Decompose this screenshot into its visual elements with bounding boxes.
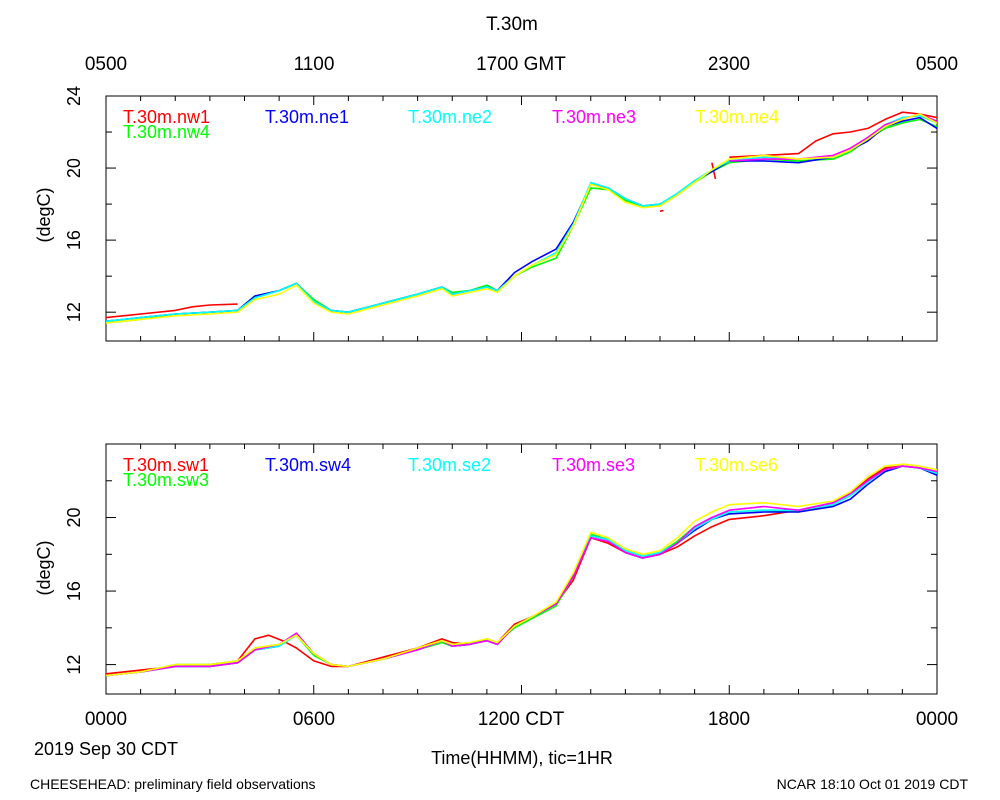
panel-south: 12 16 20 T.30m.sw1 T.30m.sw4 T.30m.se2 T.30m.s… [64,443,938,695]
series-line-T-30m-se6 [106,463,937,677]
series-line-T-30m-se2 [106,465,937,677]
gmt-tick-label: 2300 [708,54,750,75]
gmt-tick-label: 1100 [294,54,335,75]
y-tick-label: 12 [64,655,84,675]
date-label: 2019 Sep 30 CDT [34,739,178,759]
legend-entry: T.30m.sw3 [123,470,209,490]
legend-entry: T.30m.ne3 [552,107,636,127]
y-tick-label: 12 [64,302,84,322]
legend-entry: T.30m.nw4 [123,122,210,142]
series-line-T-30m-ne4 [106,113,937,324]
cdt-tick-label: 0000 [916,709,958,730]
gmt-axis-labels: 0500 1100 1700 GMT 2300 0500 [85,54,958,75]
legend-entry: T.30m.se2 [408,455,491,475]
legend-entry: T.30m.ne4 [695,107,779,127]
series-line-T-30m-sw1 [106,465,937,675]
legend-entry: T.30m.nw1 [123,107,210,127]
series-line-T-30m-sw3 [106,465,937,677]
series-line-T-30m-nw1 [106,303,238,319]
cdt-tick-label: 0000 [85,709,127,730]
legend-entry: T.30m.se3 [552,455,635,475]
panel-north: 12 16 20 24 T.30m.nw1 T.30m.ne1 T.30m.ne2 T.30m… [64,86,938,342]
series-line-T-30m-se3 [106,465,937,677]
legend-entry: T.30m.ne1 [265,107,349,127]
series-line-T-30m-sw4 [106,465,937,677]
cdt-axis-labels: 0000 0600 1200 CDT 1800 0000 [85,709,958,730]
gmt-tick-label: 0500 [916,54,958,75]
series-line-T-30m-nw4 [106,118,937,324]
x-axis-label: Time(HHMM), tic=1HR [431,748,613,768]
gmt-tick-label: 1700 GMT [476,54,566,75]
figure-title: T.30m [486,14,538,35]
cdt-tick-label: 0600 [293,709,335,730]
series-line-T-30m-ne2 [106,115,937,322]
legend-entry: T.30m.se6 [695,455,778,475]
series-line-T-30m-nw1 [729,111,937,158]
footer-source: CHEESEHEAD: preliminary field observatio… [30,776,316,792]
cdt-tick-label: 1200 CDT [478,709,565,730]
series-line-T-30m-nw1 [659,209,664,213]
cdt-tick-label: 1800 [708,709,750,730]
legend-entry: T.30m.ne2 [408,107,492,127]
y-tick-label: 24 [64,86,84,106]
gmt-tick-label: 0500 [85,54,127,75]
y-tick-label: 20 [64,508,84,528]
legend-entry: T.30m.sw4 [265,455,351,475]
plot-frame [105,443,938,695]
legend-entry: T.30m.sw1 [123,455,209,475]
y-tick-label: 20 [64,158,84,178]
y-tick-label: 16 [64,230,84,250]
series-line-T-30m-ne1 [106,116,937,322]
y-axis-label-top: (degC) [34,187,54,242]
footer-timestamp: NCAR 18:10 Oct 01 2019 CDT [777,776,969,792]
y-axis-label-bottom: (degC) [34,540,54,595]
y-tick-label: 16 [64,581,84,601]
